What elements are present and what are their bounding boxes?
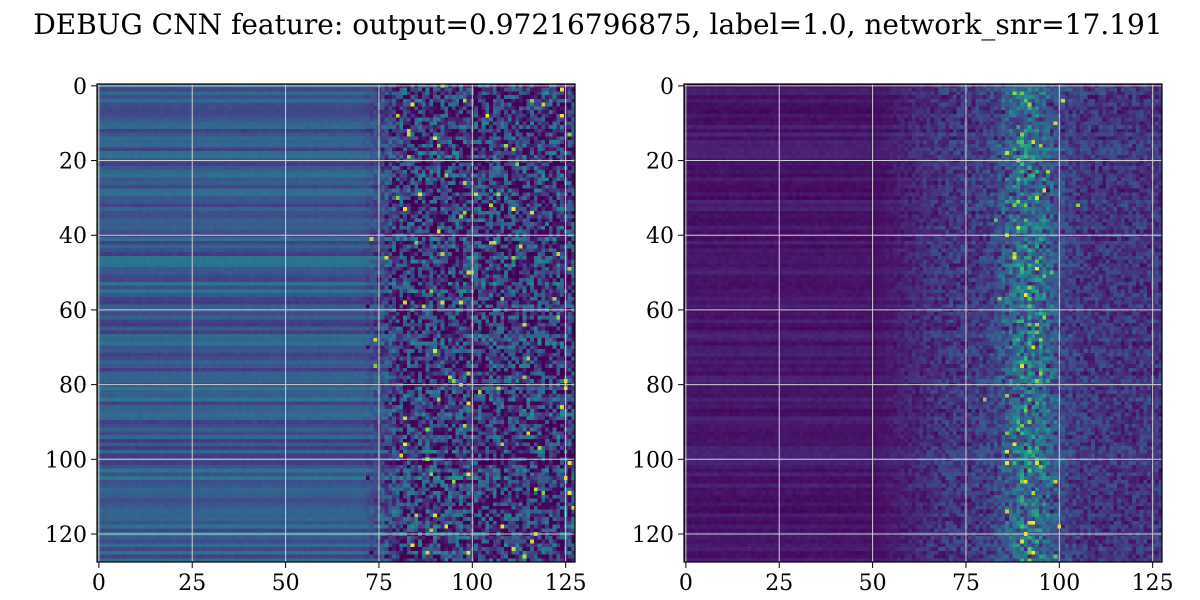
x-tick-label: 25 xyxy=(765,571,793,596)
heatmap-right-frame xyxy=(683,83,1163,563)
x-tick-label: 50 xyxy=(272,571,300,596)
x-tick-label: 125 xyxy=(1132,571,1174,596)
heatmap-left-yticks: 0 20 40 60 80 100 120 xyxy=(45,75,97,548)
heatmap-left: 0 25 50 75 100 125 0 20 40 60 80 100 120 xyxy=(45,75,587,596)
y-tick-label: 40 xyxy=(646,224,674,249)
x-tick-label: 125 xyxy=(545,571,587,596)
heatmap-left-grid xyxy=(97,84,575,562)
heatmap-right-grid xyxy=(684,84,1162,562)
y-tick-label: 40 xyxy=(59,224,87,249)
y-tick-label: 80 xyxy=(59,374,87,399)
y-tick-label: 80 xyxy=(646,374,674,399)
y-tick-label: 100 xyxy=(632,448,674,473)
heatmap-right-image xyxy=(684,84,1162,562)
heatmap-right-yticks: 0 20 40 60 80 100 120 xyxy=(632,75,684,548)
y-tick-label: 100 xyxy=(45,448,87,473)
y-tick-label: 0 xyxy=(660,75,674,100)
y-tick-label: 0 xyxy=(73,75,87,100)
heatmap-left-xticks: 0 25 50 75 100 125 xyxy=(92,562,587,596)
heatmap-left-frame xyxy=(96,83,576,563)
y-tick-label: 60 xyxy=(59,299,87,324)
x-tick-label: 50 xyxy=(859,571,887,596)
y-tick-label: 60 xyxy=(646,299,674,324)
y-tick-label: 120 xyxy=(632,523,674,548)
x-tick-label: 100 xyxy=(451,571,493,596)
x-tick-label: 100 xyxy=(1038,571,1080,596)
heatmap-right-xticks: 0 25 50 75 100 125 xyxy=(679,562,1174,596)
y-tick-label: 20 xyxy=(646,150,674,175)
y-tick-label: 120 xyxy=(45,523,87,548)
heatmap-right: 0 25 50 75 100 125 0 20 40 60 80 100 120 xyxy=(632,75,1174,596)
y-tick-label: 20 xyxy=(59,150,87,175)
x-tick-label: 0 xyxy=(679,571,693,596)
x-tick-label: 75 xyxy=(365,571,393,596)
x-tick-label: 75 xyxy=(952,571,980,596)
heatmap-left-image xyxy=(97,84,575,562)
figure-title: DEBUG CNN feature: output=0.97216796875,… xyxy=(33,8,1162,41)
x-tick-label: 0 xyxy=(92,571,106,596)
x-tick-label: 25 xyxy=(178,571,206,596)
